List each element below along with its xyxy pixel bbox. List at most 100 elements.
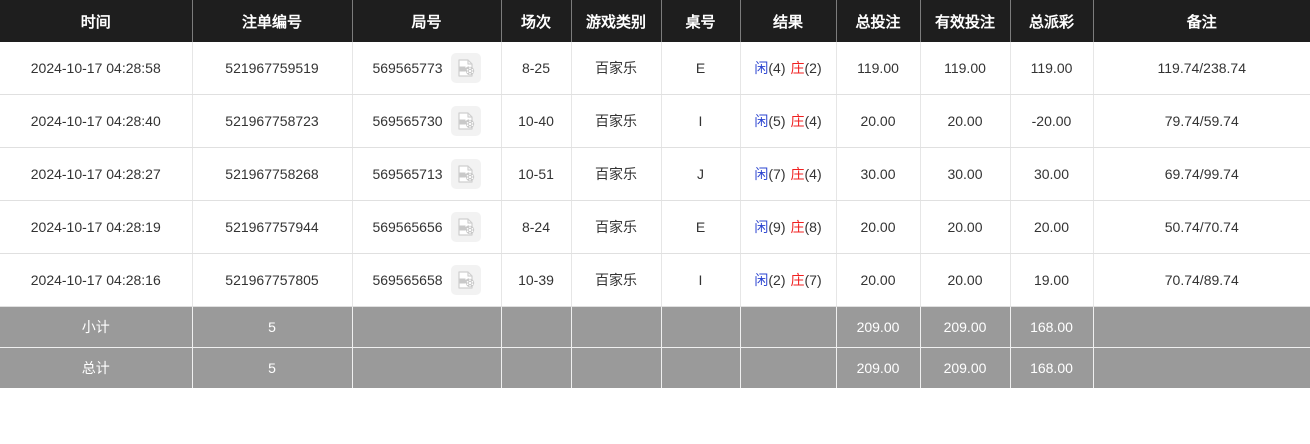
result-banker-label: 庄 [790,60,805,76]
cell-result: 闲(5) 庄(4) [740,94,837,148]
cell-round-no: 569565730 [352,94,502,148]
result-banker: 庄(4) [791,113,822,129]
summary-total-bet: 209.00 [836,306,921,348]
result-player-value: (4) [768,60,786,76]
cell-game-type: 百家乐 [571,200,662,254]
table-header-row: 时间 注单编号 局号 场次 游戏类别 桌号 结果 总投注 有效投注 总派彩 备注 [0,0,1310,42]
result-player-label: 闲 [754,219,769,235]
summary-round-no [352,347,502,388]
cell-total-bet: 20.00 [836,253,921,307]
column-header-valid_bet[interactable]: 有效投注 [920,0,1011,42]
round-no-text: 569565713 [372,166,443,182]
cell-table-no: J [661,147,741,201]
table-summary: 小计 5 209.00 209.00 168.00 总计 5 209.00 209.00 168.… [0,306,1310,388]
result-player: 闲(9) [754,219,785,235]
cell-result: 闲(4) 庄(2) [740,42,837,95]
summary-total-bet: 209.00 [836,347,921,388]
cell-session: 10-39 [501,253,572,307]
cell-total-bet: 119.00 [836,42,921,95]
cell-total-payout: -20.00 [1010,94,1094,148]
column-header-time[interactable]: 时间 [0,0,193,42]
cell-total-payout: 30.00 [1010,147,1094,201]
result-banker: 庄(4) [791,166,822,182]
cell-game-type: 百家乐 [571,42,662,95]
cell-game-type: 百家乐 [571,253,662,307]
cell-table-no: I [661,94,741,148]
cell-bet-id: 521967758268 [192,147,353,201]
table-row: 2024-10-17 04:28:40 521967758723 569565730… [0,94,1310,148]
round-no-text: 569565658 [372,272,443,288]
cell-session: 10-51 [501,147,572,201]
video-replay-icon[interactable] [450,53,481,83]
cell-round-no: 569565658 [352,253,502,307]
video-replay-icon[interactable] [450,159,481,189]
cell-game-type: 百家乐 [571,147,662,201]
column-header-total_bet[interactable]: 总投注 [836,0,921,42]
cell-session: 10-40 [501,94,572,148]
cell-round-no: 569565773 [352,42,502,95]
result-player: 闲(2) [754,272,785,288]
column-header-session[interactable]: 场次 [501,0,572,42]
cell-time: 2024-10-17 04:28:40 [0,94,193,148]
result-player-value: (2) [768,272,786,288]
cell-total-payout: 119.00 [1010,42,1094,95]
summary-result [740,306,837,348]
cell-valid-bet: 20.00 [920,253,1011,307]
column-header-remark[interactable]: 备注 [1093,0,1310,42]
result-player-label: 闲 [754,166,769,182]
column-header-game_type[interactable]: 游戏类别 [571,0,662,42]
result-banker-label: 庄 [790,113,805,129]
summary-session [501,347,572,388]
summary-total-payout: 168.00 [1010,347,1094,388]
video-replay-icon[interactable] [450,265,481,295]
result-player-value: (7) [768,166,786,182]
summary-game-type [571,347,662,388]
cell-remark: 70.74/89.74 [1093,253,1310,307]
column-header-bet_id[interactable]: 注单编号 [192,0,353,42]
cell-table-no: I [661,253,741,307]
summary-label: 小计 [0,306,193,348]
column-header-round_no[interactable]: 局号 [352,0,502,42]
result-banker-label: 庄 [790,166,805,182]
result-player-value: (9) [768,219,786,235]
summary-valid-bet: 209.00 [920,347,1011,388]
cell-remark: 119.74/238.74 [1093,42,1310,95]
cell-valid-bet: 30.00 [920,147,1011,201]
cell-round-no: 569565713 [352,147,502,201]
cell-time: 2024-10-17 04:28:19 [0,200,193,254]
column-header-result[interactable]: 结果 [740,0,837,42]
cell-total-payout: 19.00 [1010,253,1094,307]
video-replay-icon[interactable] [450,212,481,242]
cell-remark: 69.74/99.74 [1093,147,1310,201]
summary-table-no [661,347,741,388]
summary-game-type [571,306,662,348]
summary-session [501,306,572,348]
bet-records-table: 时间 注单编号 局号 场次 游戏类别 桌号 结果 总投注 有效投注 总派彩 备注 2024-10-1… [0,0,1310,388]
column-header-table_no[interactable]: 桌号 [661,0,741,42]
column-header-total_payout[interactable]: 总派彩 [1010,0,1094,42]
result-banker-value: (2) [804,60,822,76]
result-player: 闲(7) [754,166,785,182]
cell-result: 闲(9) 庄(8) [740,200,837,254]
cell-result: 闲(7) 庄(4) [740,147,837,201]
cell-bet-id: 521967757944 [192,200,353,254]
table-header: 时间 注单编号 局号 场次 游戏类别 桌号 结果 总投注 有效投注 总派彩 备注 [0,0,1310,42]
cell-time: 2024-10-17 04:28:58 [0,42,193,95]
result-banker: 庄(8) [791,219,822,235]
summary-valid-bet: 209.00 [920,306,1011,348]
summary-row: 总计 5 209.00 209.00 168.00 [0,347,1310,388]
summary-remark [1093,306,1310,348]
cell-session: 8-24 [501,200,572,254]
cell-remark: 79.74/59.74 [1093,94,1310,148]
cell-round-no: 569565656 [352,200,502,254]
result-banker-value: (4) [804,166,822,182]
result-banker-label: 庄 [790,272,805,288]
cell-time: 2024-10-17 04:28:16 [0,253,193,307]
summary-row: 小计 5 209.00 209.00 168.00 [0,306,1310,348]
result-player: 闲(4) [754,60,785,76]
table-row: 2024-10-17 04:28:16 521967757805 569565658… [0,253,1310,307]
result-player: 闲(5) [754,113,785,129]
cell-bet-id: 521967758723 [192,94,353,148]
summary-count: 5 [192,347,353,388]
video-replay-icon[interactable] [450,106,481,136]
